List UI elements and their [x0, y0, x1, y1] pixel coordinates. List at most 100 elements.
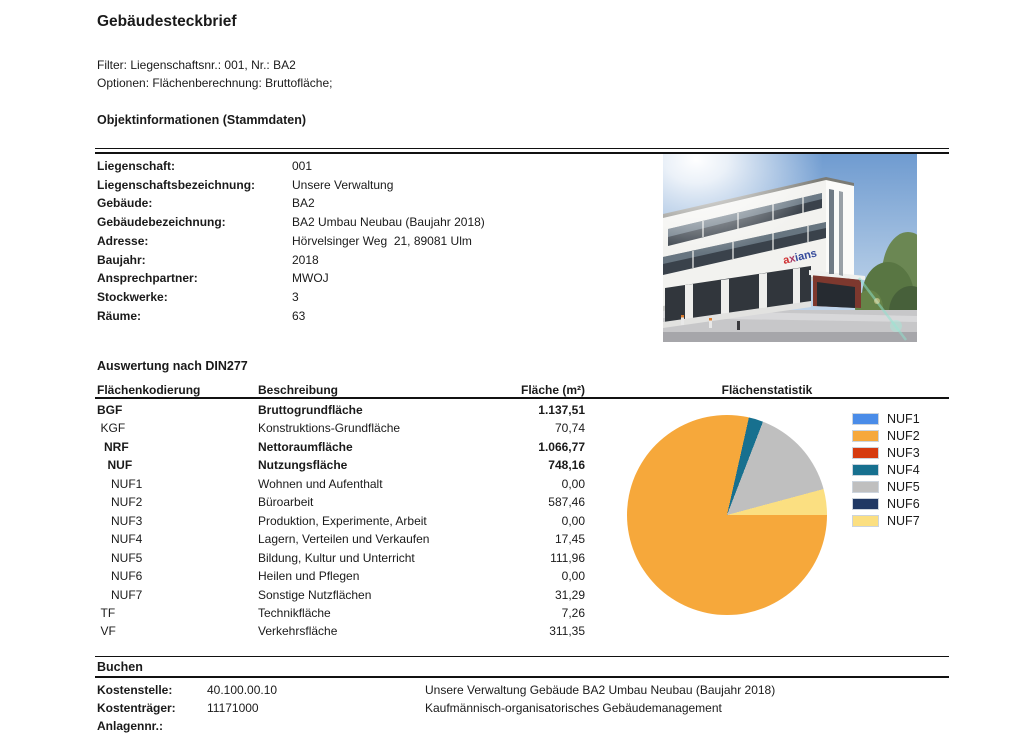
din-value: 587,46	[548, 495, 585, 510]
din-value: 7,26	[561, 605, 585, 620]
din-code: NUF6	[111, 569, 143, 584]
legend-label: NUF7	[887, 513, 920, 528]
din-code: TF	[100, 605, 116, 620]
din-description: Sonstige Nutzflächen	[258, 587, 372, 602]
din-value: 1.137,51	[538, 403, 585, 417]
info-value: BA2	[292, 196, 315, 211]
objektinfo-section-title: Objektinformationen (Stammdaten)	[97, 113, 307, 127]
din-description: Nettoraumfläche	[258, 439, 353, 454]
column-header-flaeche: Fläche (m²)	[520, 383, 585, 397]
lens-flare-spot	[890, 320, 902, 332]
legend-label: NUF4	[887, 463, 920, 478]
column-header-flaechenkodierung: Flächenkodierung	[97, 383, 201, 397]
legend-item: NUF6	[852, 495, 920, 512]
buchen-label: Anlagennr.:	[97, 719, 164, 734]
din-value: 311,35	[549, 624, 585, 639]
din-description: Konstruktions-Grundfläche	[258, 421, 401, 436]
info-label: Gebäudebezeichnung:	[97, 215, 226, 230]
buchen-table: Kostenstelle: 40.100.00.10 Unsere Verwaltu…	[97, 681, 775, 736]
din-description: Lagern, Verteilen und Verkaufen	[258, 532, 430, 547]
info-label: Stockwerke:	[97, 289, 168, 304]
din-description: Bruttogrundfläche	[258, 403, 363, 417]
info-label: Liegenschaftsbezeichnung:	[97, 177, 256, 192]
din-code: VF	[100, 624, 116, 639]
legend-item: NUF3	[852, 445, 920, 462]
building-photo: axians	[663, 154, 917, 342]
filter-line: Filter: Liegenschaftsnr.: 001, Nr.: BA2	[97, 58, 296, 72]
divider-thick	[95, 397, 949, 399]
info-value: Unsere Verwaltung	[292, 177, 394, 192]
din-description: Wohnen und Aufenthalt	[258, 476, 383, 491]
din-value: 748,16	[548, 458, 585, 473]
din-code: NUF3	[111, 513, 143, 528]
legend-swatch	[852, 447, 879, 460]
legend-swatch	[852, 464, 879, 477]
buchen-value: 11171000	[207, 701, 259, 716]
info-value: 2018	[292, 252, 319, 267]
info-value: 63	[292, 308, 306, 323]
din-code: NUF7	[111, 587, 143, 602]
lens-flare-spot	[874, 298, 880, 304]
report-title: Gebäudesteckbrief	[97, 13, 237, 30]
din-value: 70,74	[554, 421, 585, 436]
legend-swatch	[852, 514, 879, 527]
buchen-value	[207, 717, 425, 735]
buchen-label: Kostenträger:	[97, 701, 176, 716]
chart-legend: NUF1 NUF2 NUF3 NUF4 NUF5 NUF6 NUF7	[852, 411, 920, 529]
info-value: 3	[292, 289, 299, 304]
din-code: NRF	[104, 439, 129, 454]
din-description: Büroarbeit	[258, 495, 314, 510]
divider-double	[95, 148, 949, 154]
din-code: NUF5	[111, 550, 143, 565]
legend-label: NUF2	[887, 429, 920, 444]
legend-item: NUF7	[852, 512, 920, 529]
buchen-section-title: Buchen	[97, 660, 143, 674]
din-value: 17,45	[554, 532, 585, 547]
din-value: 0,00	[561, 476, 585, 491]
din277-table: BGF Bruttogrundfläche 1.137,51 KGF Konstrukt…	[97, 401, 585, 641]
building-photo-illustration: axians	[663, 154, 917, 342]
info-label: Räume:	[97, 308, 142, 323]
din-code: NUF	[107, 458, 133, 473]
info-label: Liegenschaft:	[97, 159, 176, 173]
legend-item: NUF1	[852, 411, 920, 428]
din-code: KGF	[100, 421, 126, 436]
legend-swatch	[852, 481, 879, 493]
din-value: 1.066,77	[538, 439, 585, 454]
info-label: Baujahr:	[97, 252, 146, 267]
legend-label: NUF5	[887, 480, 920, 494]
din-value: 111,96	[550, 550, 585, 565]
din-code: NUF2	[111, 495, 143, 510]
buchen-description	[425, 717, 775, 735]
din-value: 0,00	[561, 513, 585, 528]
din-value: 0,00	[561, 569, 585, 584]
photo-sun-glare	[663, 154, 917, 342]
info-value: Hörvelsinger Weg 21, 89081 Ulm	[292, 233, 472, 248]
legend-label: NUF1	[887, 412, 920, 427]
buchen-label: Kostenstelle:	[97, 683, 173, 697]
din-code: NUF1	[111, 476, 143, 491]
info-value: 001	[292, 159, 313, 173]
objektinfo-table: Liegenschaft: 001 Liegenschaftsbezeichnung…	[97, 157, 485, 325]
lens-flare	[858, 277, 907, 341]
legend-item: NUF5	[852, 479, 920, 496]
buchen-description: Unsere Verwaltung Gebäude BA2 Umbau Neub…	[425, 683, 776, 697]
legend-item: NUF2	[852, 428, 920, 445]
options-line: Optionen: Flächenberechnung: Bruttofläch…	[97, 76, 333, 90]
legend-label: NUF6	[887, 496, 920, 511]
flaechenstatistik-pie-chart	[627, 415, 827, 615]
din-description: Nutzungsfläche	[258, 458, 348, 473]
divider-thick	[95, 676, 949, 678]
din277-section-title: Auswertung nach DIN277	[97, 359, 248, 373]
din-description: Bildung, Kultur und Unterricht	[258, 550, 415, 565]
din-value: 31,29	[554, 587, 585, 602]
legend-swatch	[852, 413, 879, 426]
buchen-description: Kaufmännisch-organisatorisches Gebäudema…	[425, 701, 722, 716]
info-label: Ansprechpartner:	[97, 271, 198, 286]
buchen-value: 40.100.00.10	[207, 683, 278, 697]
din-description: Heilen und Pflegen	[258, 569, 360, 584]
din-description: Produktion, Experimente, Arbeit	[258, 513, 427, 528]
din-code: BGF	[97, 403, 123, 417]
info-label: Gebäude:	[97, 196, 153, 211]
